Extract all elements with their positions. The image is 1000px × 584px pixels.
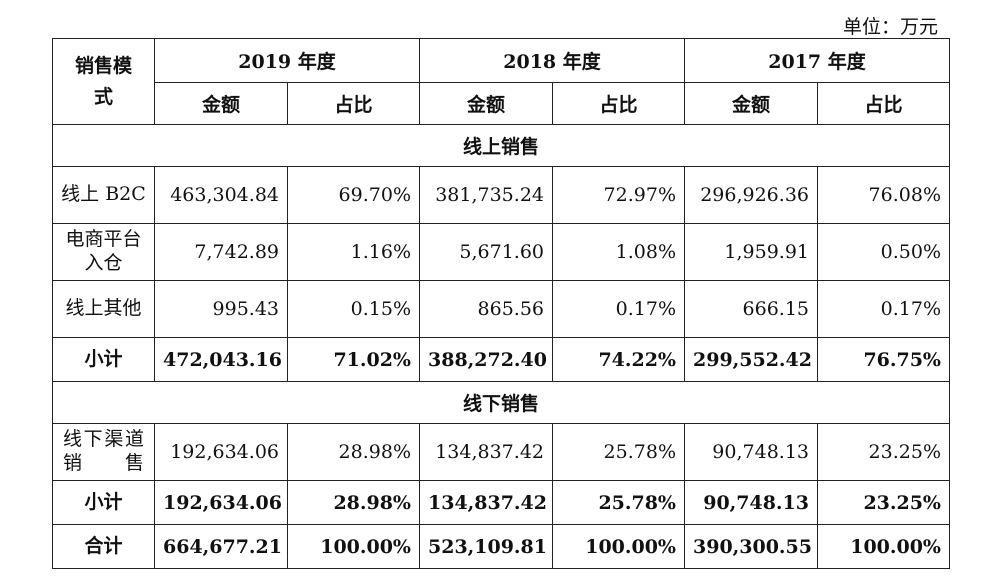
row-label: 电商平台入仓 <box>52 223 155 281</box>
amount-cell: 865.56 <box>419 280 553 338</box>
ratio-cell: 69.70% <box>287 166 420 224</box>
header-amount: 金额 <box>154 82 288 125</box>
table-row: 电商平台入仓 7,742.89 1.16% 5,671.60 1.08% 1,9… <box>52 223 950 281</box>
ratio-cell: 23.25% <box>817 423 950 481</box>
ratio-cell: 0.50% <box>817 223 950 281</box>
ratio-cell: 76.08% <box>817 166 950 224</box>
header-ratio: 占比 <box>287 82 420 125</box>
header-sales-mode: 销售模式 <box>52 38 155 125</box>
header-year-2017: 2017 年度 <box>684 38 950 83</box>
amount-cell: 463,304.84 <box>154 166 288 224</box>
row-label: 小计 <box>52 337 155 382</box>
amount-cell: 192,634.06 <box>154 423 288 481</box>
amount-cell: 90,748.13 <box>684 480 818 525</box>
ratio-cell: 100.00% <box>552 524 685 569</box>
ratio-cell: 100.00% <box>287 524 420 569</box>
subtotal-row: 小计 192,634.06 28.98% 134,837.42 25.78% 9… <box>52 480 950 525</box>
section-title-offline: 线下销售 <box>52 381 950 424</box>
amount-cell: 664,677.21 <box>154 524 288 569</box>
amount-cell: 7,742.89 <box>154 223 288 281</box>
row-label: 线上其他 <box>52 280 155 338</box>
total-row: 合计 664,677.21 100.00% 523,109.81 100.00%… <box>52 524 950 569</box>
row-label: 线下渠道销售 <box>52 423 155 481</box>
ratio-cell: 0.15% <box>287 280 420 338</box>
amount-cell: 5,671.60 <box>419 223 553 281</box>
sales-mode-table: 销售模式 2019 年度 2018 年度 2017 年度 金额 占比 金额 占比… <box>52 38 950 569</box>
ratio-cell: 23.25% <box>817 480 950 525</box>
ratio-cell: 28.98% <box>287 423 420 481</box>
ratio-cell: 28.98% <box>287 480 420 525</box>
amount-cell: 134,837.42 <box>419 480 553 525</box>
ratio-cell: 76.75% <box>817 337 950 382</box>
ratio-cell: 25.78% <box>552 480 685 525</box>
amount-cell: 390,300.55 <box>684 524 818 569</box>
amount-cell: 381,735.24 <box>419 166 553 224</box>
ratio-cell: 0.17% <box>817 280 950 338</box>
row-label: 小计 <box>52 480 155 525</box>
amount-cell: 666.15 <box>684 280 818 338</box>
table-row: 线上 B2C 463,304.84 69.70% 381,735.24 72.9… <box>52 166 950 224</box>
header-ratio: 占比 <box>552 82 685 125</box>
amount-cell: 296,926.36 <box>684 166 818 224</box>
amount-cell: 192,634.06 <box>154 480 288 525</box>
header-amount: 金额 <box>684 82 818 125</box>
amount-cell: 1,959.91 <box>684 223 818 281</box>
table-row: 线下渠道销售 192,634.06 28.98% 134,837.42 25.7… <box>52 423 950 481</box>
ratio-cell: 1.16% <box>287 223 420 281</box>
ratio-cell: 100.00% <box>817 524 950 569</box>
subtotal-row: 小计 472,043.16 71.02% 388,272.40 74.22% 2… <box>52 337 950 382</box>
table-row: 线上其他 995.43 0.15% 865.56 0.17% 666.15 0.… <box>52 280 950 338</box>
amount-cell: 299,552.42 <box>684 337 818 382</box>
row-label: 线上 B2C <box>52 166 155 224</box>
amount-cell: 90,748.13 <box>684 423 818 481</box>
header-year-2019: 2019 年度 <box>154 38 420 83</box>
ratio-cell: 1.08% <box>552 223 685 281</box>
amount-cell: 523,109.81 <box>419 524 553 569</box>
row-label: 合计 <box>52 524 155 569</box>
unit-label: 单位：万元 <box>842 16 938 38</box>
header-ratio: 占比 <box>817 82 950 125</box>
amount-cell: 472,043.16 <box>154 337 288 382</box>
amount-cell: 388,272.40 <box>419 337 553 382</box>
ratio-cell: 74.22% <box>552 337 685 382</box>
amount-cell: 995.43 <box>154 280 288 338</box>
amount-cell: 134,837.42 <box>419 423 553 481</box>
ratio-cell: 25.78% <box>552 423 685 481</box>
section-title-online: 线上销售 <box>52 124 950 167</box>
header-year-2018: 2018 年度 <box>419 38 685 83</box>
ratio-cell: 0.17% <box>552 280 685 338</box>
ratio-cell: 72.97% <box>552 166 685 224</box>
ratio-cell: 71.02% <box>287 337 420 382</box>
header-amount: 金额 <box>419 82 553 125</box>
